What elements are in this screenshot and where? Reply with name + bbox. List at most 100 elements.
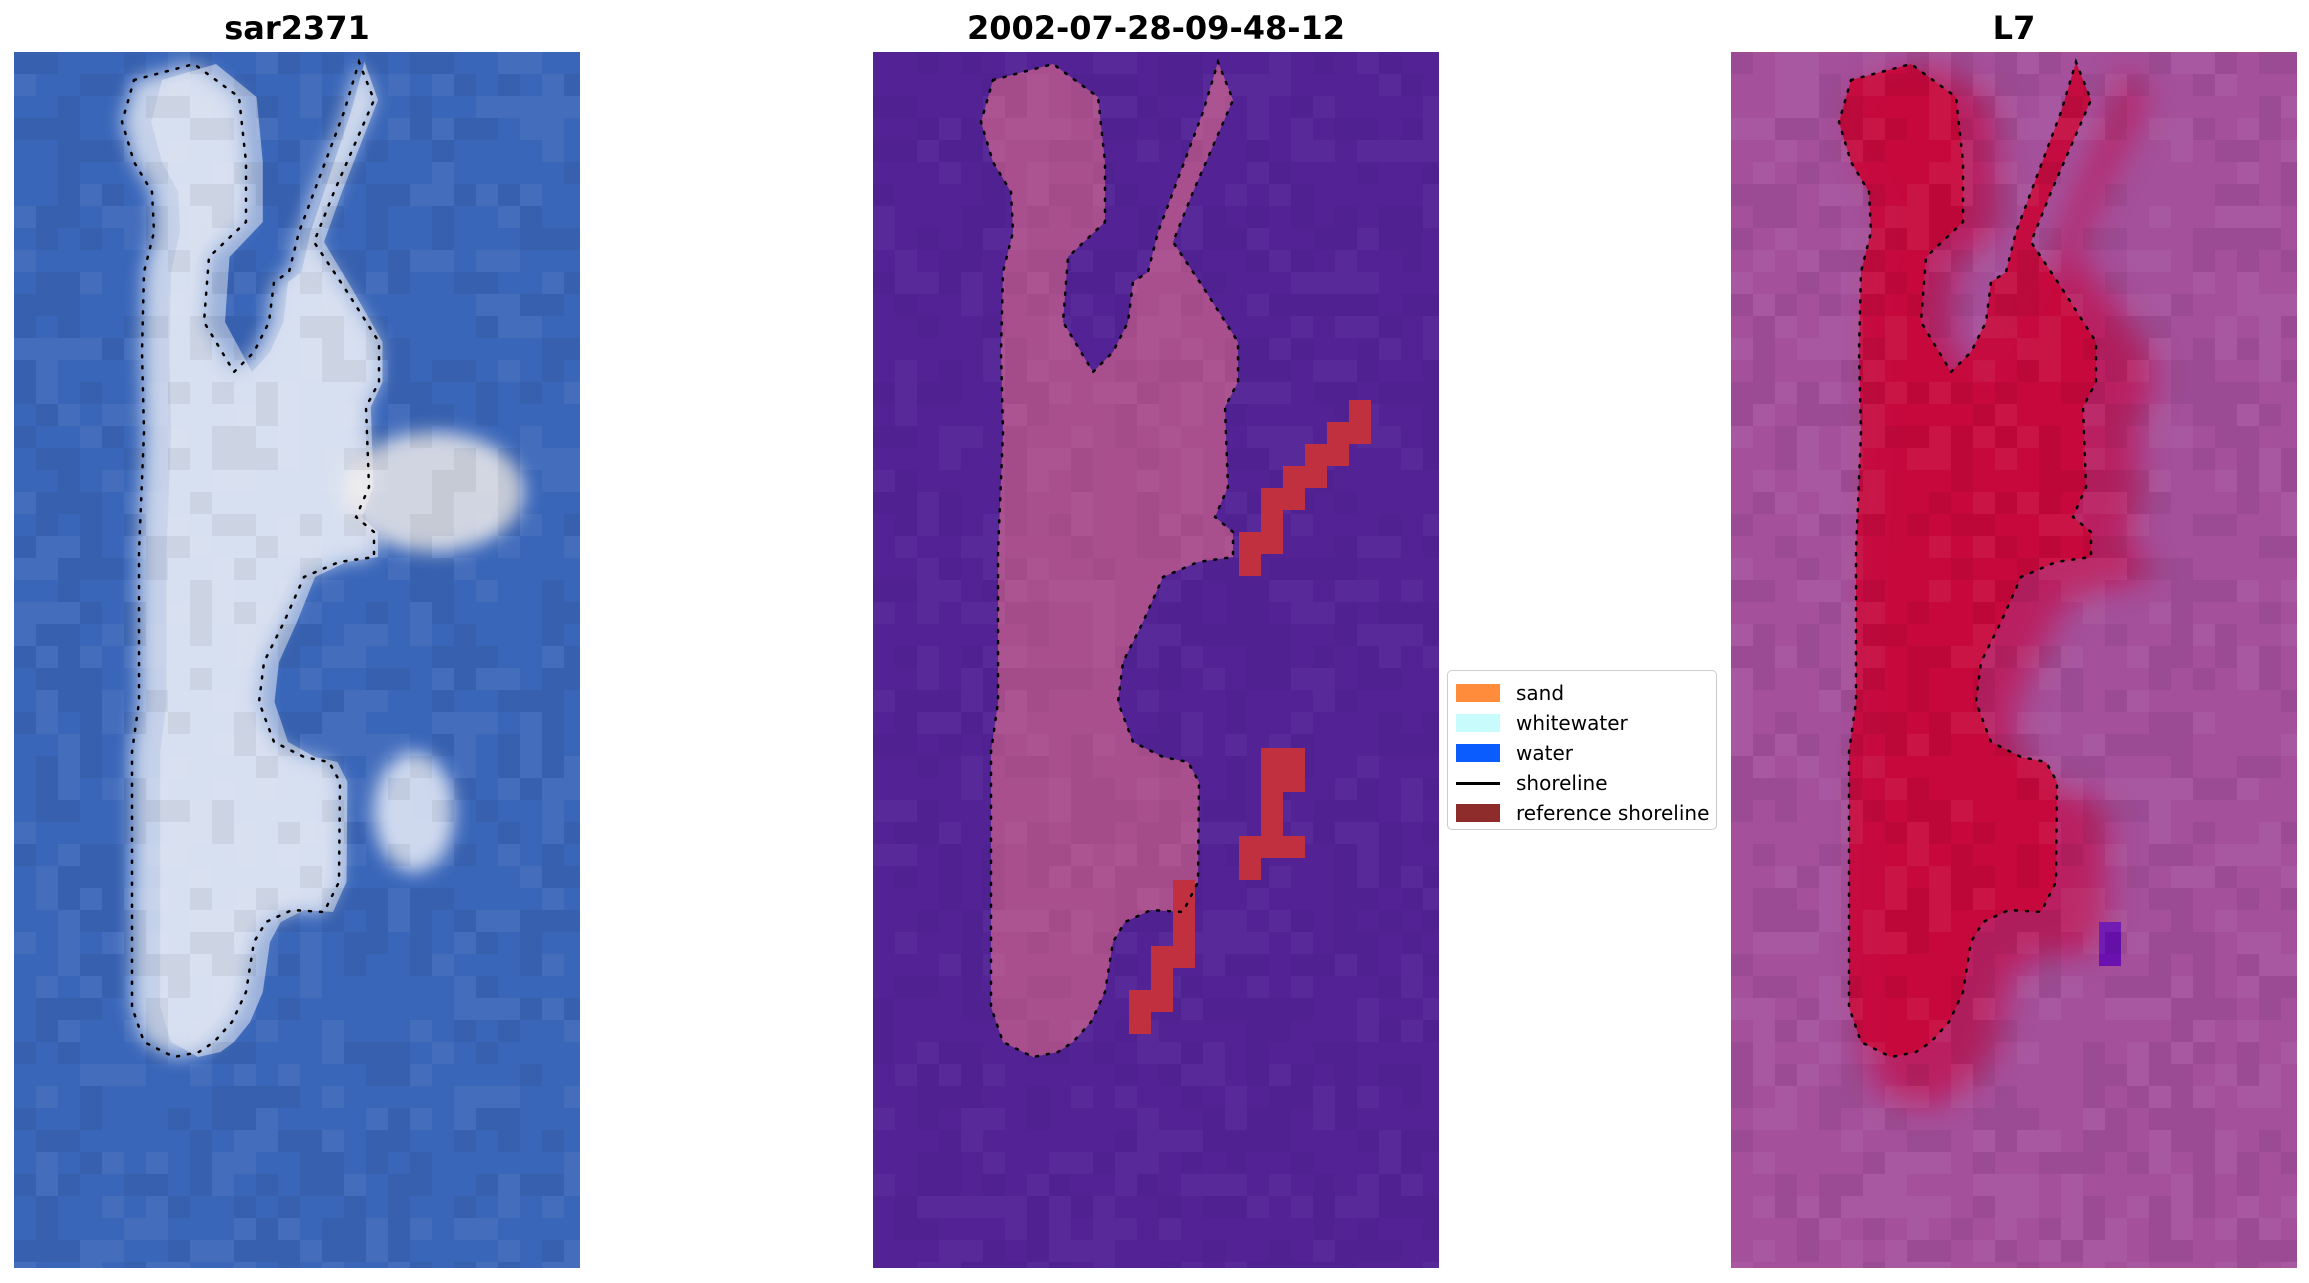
raster-cell: [1841, 316, 1863, 338]
raster-cell: [168, 712, 190, 734]
reference-buffer-cell: [1283, 836, 1305, 858]
raster-cell: [102, 1152, 124, 1174]
raster-cell: [14, 338, 36, 360]
raster-cell: [1027, 360, 1049, 382]
raster-cell: [432, 184, 454, 206]
raster-cell: [1379, 844, 1401, 866]
raster-cell: [1401, 734, 1423, 756]
raster-cell: [1269, 1064, 1291, 1086]
raster-cell: [476, 382, 498, 404]
raster-cell: [1775, 888, 1797, 910]
raster-cell: [2149, 1240, 2171, 1262]
raster-cell: [873, 96, 895, 118]
raster-cell: [1115, 844, 1137, 866]
raster-cell: [983, 74, 1005, 96]
raster-cell: [2149, 558, 2171, 580]
raster-cell: [1357, 822, 1379, 844]
raster-cell: [36, 52, 58, 74]
raster-cell: [322, 1130, 344, 1152]
raster-cell: [1005, 558, 1027, 580]
raster-cell: [2127, 1064, 2149, 1086]
raster-cell: [1753, 844, 1775, 866]
raster-cell: [1753, 1020, 1775, 1042]
raster-cell: [1137, 1042, 1159, 1064]
raster-cell: [2215, 426, 2237, 448]
raster-cell: [124, 800, 146, 822]
raster-cell: [58, 294, 80, 316]
raster-cell: [1005, 1196, 1027, 1218]
raster-cell: [1973, 602, 1995, 624]
reference-buffer-cell: [1151, 946, 1173, 968]
raster-cell: [322, 1086, 344, 1108]
raster-cell: [1885, 1086, 1907, 1108]
raster-cell: [1907, 800, 1929, 822]
raster-cell: [212, 580, 234, 602]
raster-cell: [366, 338, 388, 360]
raster-cell: [1335, 536, 1357, 558]
raster-cell: [212, 910, 234, 932]
raster-cell: [1071, 206, 1093, 228]
raster-cell: [1929, 118, 1951, 140]
raster-cell: [1753, 1240, 1775, 1262]
raster-cell: [1203, 822, 1225, 844]
raster-cell: [917, 976, 939, 998]
raster-cell: [1423, 184, 1439, 206]
raster-cell: [1159, 1064, 1181, 1086]
raster-cell: [2149, 1042, 2171, 1064]
raster-cell: [256, 1108, 278, 1130]
raster-cell: [1335, 1042, 1357, 1064]
raster-cell: [190, 184, 212, 206]
raster-cell: [168, 536, 190, 558]
raster-cell: [1247, 998, 1269, 1020]
raster-cell: [2083, 1064, 2105, 1086]
raster-cell: [1819, 140, 1841, 162]
raster-cell: [256, 184, 278, 206]
raster-cell: [1841, 822, 1863, 844]
raster-cell: [278, 712, 300, 734]
raster-cell: [168, 1108, 190, 1130]
reference-buffer-cell: [1349, 400, 1371, 422]
raster-cell: [917, 910, 939, 932]
raster-cell: [1731, 228, 1753, 250]
raster-cell: [1995, 1218, 2017, 1240]
raster-cell: [1929, 734, 1951, 756]
raster-cell: [2237, 448, 2259, 470]
raster-cell: [2149, 316, 2171, 338]
raster-cell: [1203, 74, 1225, 96]
raster-cell: [2127, 866, 2149, 888]
raster-cell: [2259, 602, 2281, 624]
raster-cell: [939, 272, 961, 294]
raster-cell: [1379, 734, 1401, 756]
raster-cell: [542, 888, 564, 910]
raster-cell: [2039, 426, 2061, 448]
raster-cell: [1027, 1020, 1049, 1042]
raster-cell: [2237, 668, 2259, 690]
raster-cell: [542, 294, 564, 316]
raster-cell: [1005, 580, 1027, 602]
raster-cell: [256, 954, 278, 976]
raster-cell: [124, 338, 146, 360]
raster-cell: [2281, 624, 2297, 646]
raster-cell: [520, 96, 542, 118]
raster-cell: [2193, 1152, 2215, 1174]
raster-cell: [961, 712, 983, 734]
raster-cell: [1379, 1152, 1401, 1174]
raster-cell: [1775, 976, 1797, 998]
raster-cell: [1907, 1130, 1929, 1152]
raster-cell: [1291, 1262, 1313, 1268]
raster-cell: [146, 690, 168, 712]
raster-cell: [1753, 404, 1775, 426]
raster-cell: [344, 448, 366, 470]
raster-cell: [2105, 184, 2127, 206]
raster-cell: [1731, 382, 1753, 404]
raster-cell: [190, 1152, 212, 1174]
raster-cell: [476, 272, 498, 294]
raster-cell: [1027, 162, 1049, 184]
raster-cell: [1423, 910, 1439, 932]
raster-cell: [2259, 954, 2281, 976]
raster-cell: [190, 536, 212, 558]
raster-cell: [300, 602, 322, 624]
raster-cell: [1797, 756, 1819, 778]
raster-cell: [1863, 668, 1885, 690]
raster-cell: [322, 888, 344, 910]
